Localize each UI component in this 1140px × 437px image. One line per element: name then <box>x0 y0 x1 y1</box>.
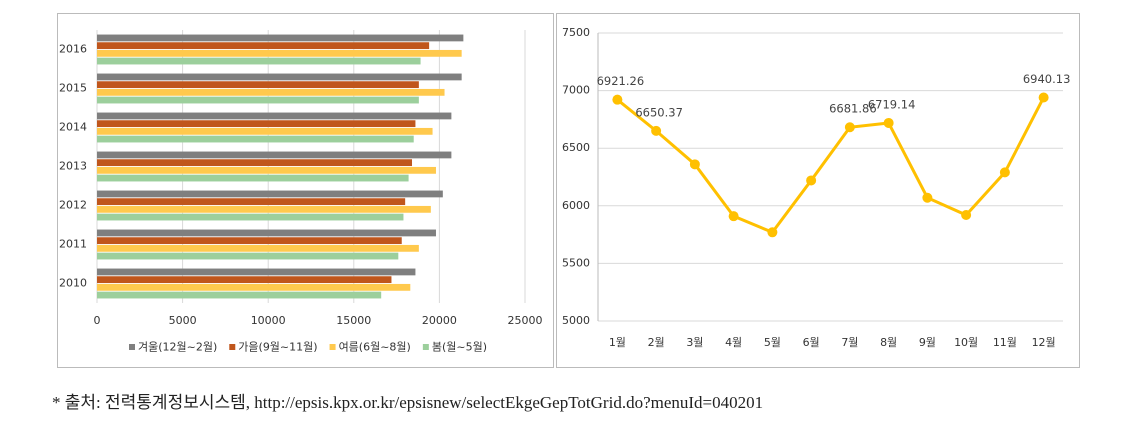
legend-label: 가을(9월~11월) <box>238 341 317 354</box>
bar <box>97 88 445 96</box>
y-tick-label: 6000 <box>562 199 590 212</box>
x-tick-label: 1월 <box>609 336 626 349</box>
y-tick-label: 2010 <box>59 277 87 290</box>
legend-swatch <box>329 344 336 350</box>
y-tick-label: 2014 <box>59 121 87 134</box>
y-tick-label: 7000 <box>562 84 590 97</box>
bar <box>97 268 416 276</box>
y-tick-label: 2011 <box>59 238 87 251</box>
x-tick-label: 3월 <box>686 336 703 349</box>
bar <box>97 42 430 50</box>
bar <box>97 291 382 299</box>
x-tick-label: 25000 <box>508 314 543 327</box>
x-tick-label: 5000 <box>169 314 197 327</box>
bar <box>97 244 419 252</box>
marker <box>844 122 855 133</box>
bar <box>97 112 452 120</box>
bar <box>97 190 443 198</box>
bar <box>97 283 411 291</box>
y-tick-label: 2012 <box>59 199 87 212</box>
source-note: * 출처: 전력통계정보시스템, http://epsis.kpx.or.kr/… <box>52 393 764 412</box>
x-tick-label: 5월 <box>764 336 781 349</box>
marker <box>922 192 933 203</box>
bar <box>97 276 392 284</box>
x-tick-label: 0 <box>94 314 101 327</box>
x-tick-label: 8월 <box>880 336 897 349</box>
y-tick-label: 5000 <box>562 314 590 327</box>
legend-label: 봄(월~5월) <box>432 341 487 354</box>
legend-label: 여름(6월~8월) <box>339 341 411 354</box>
data-label: 6719.14 <box>868 97 916 111</box>
x-tick-label: 12월 <box>1032 336 1056 349</box>
bar <box>97 159 413 167</box>
bar <box>97 205 431 213</box>
bar <box>97 96 419 104</box>
x-tick-label: 10000 <box>251 314 286 327</box>
y-tick-label: 2015 <box>59 82 87 95</box>
marker <box>961 210 972 221</box>
bar <box>97 252 399 260</box>
marker <box>1038 92 1049 103</box>
x-tick-label: 20000 <box>422 314 457 327</box>
x-tick-label: 2월 <box>648 336 665 349</box>
data-label: 6940.13 <box>1023 72 1071 86</box>
bar-chart: 0 5000 10000 15000 20000 25000 2016 2015 2014 201… <box>57 13 554 368</box>
legend-label: 겨울(12월~2월) <box>138 341 217 354</box>
x-tick-label: 10월 <box>954 336 978 349</box>
data-label: 6650.37 <box>635 105 683 119</box>
data-label: 6681.86 <box>829 102 877 116</box>
data-label: 6921.26 <box>597 74 645 88</box>
x-tick-label: 11월 <box>993 336 1017 349</box>
bar <box>97 49 462 57</box>
bar <box>97 81 419 89</box>
bar <box>97 151 452 159</box>
bar <box>97 174 409 182</box>
y-tick-label: 2016 <box>59 43 87 56</box>
legend-swatch <box>229 344 236 350</box>
x-tick-label: 15000 <box>336 314 371 327</box>
bar <box>97 34 464 42</box>
chart-frame <box>556 13 1080 368</box>
marker <box>689 159 700 170</box>
bar <box>97 120 416 128</box>
x-tick-label: 4월 <box>725 336 742 349</box>
bar <box>97 237 402 245</box>
bar <box>97 135 414 143</box>
x-tick-label: 7월 <box>841 336 858 349</box>
bar <box>97 57 421 65</box>
marker <box>728 211 739 222</box>
bar <box>97 198 406 206</box>
marker <box>612 94 623 105</box>
y-tick-label: 6500 <box>562 141 590 154</box>
marker <box>999 167 1010 178</box>
bar <box>97 213 404 221</box>
legend-swatch <box>422 344 429 350</box>
chart-frame <box>57 13 554 368</box>
y-tick-label: 2013 <box>59 160 87 173</box>
marker <box>767 227 778 238</box>
bar <box>97 229 436 237</box>
marker <box>651 125 662 136</box>
marker <box>806 175 817 186</box>
bar <box>97 127 433 135</box>
line-chart: 5000 5500 6000 6500 7000 7500 1월 2월 3월 4월 5월 6월 7월 8월… <box>556 13 1080 368</box>
x-tick-label: 6월 <box>803 336 820 349</box>
line <box>616 96 1045 235</box>
x-tick-label: 9월 <box>919 336 936 349</box>
y-tick-label: 7500 <box>562 26 590 39</box>
bar <box>97 166 436 174</box>
bar <box>97 73 462 81</box>
y-tick-label: 5500 <box>562 256 590 269</box>
legend-swatch <box>129 344 135 350</box>
marker <box>883 117 894 128</box>
